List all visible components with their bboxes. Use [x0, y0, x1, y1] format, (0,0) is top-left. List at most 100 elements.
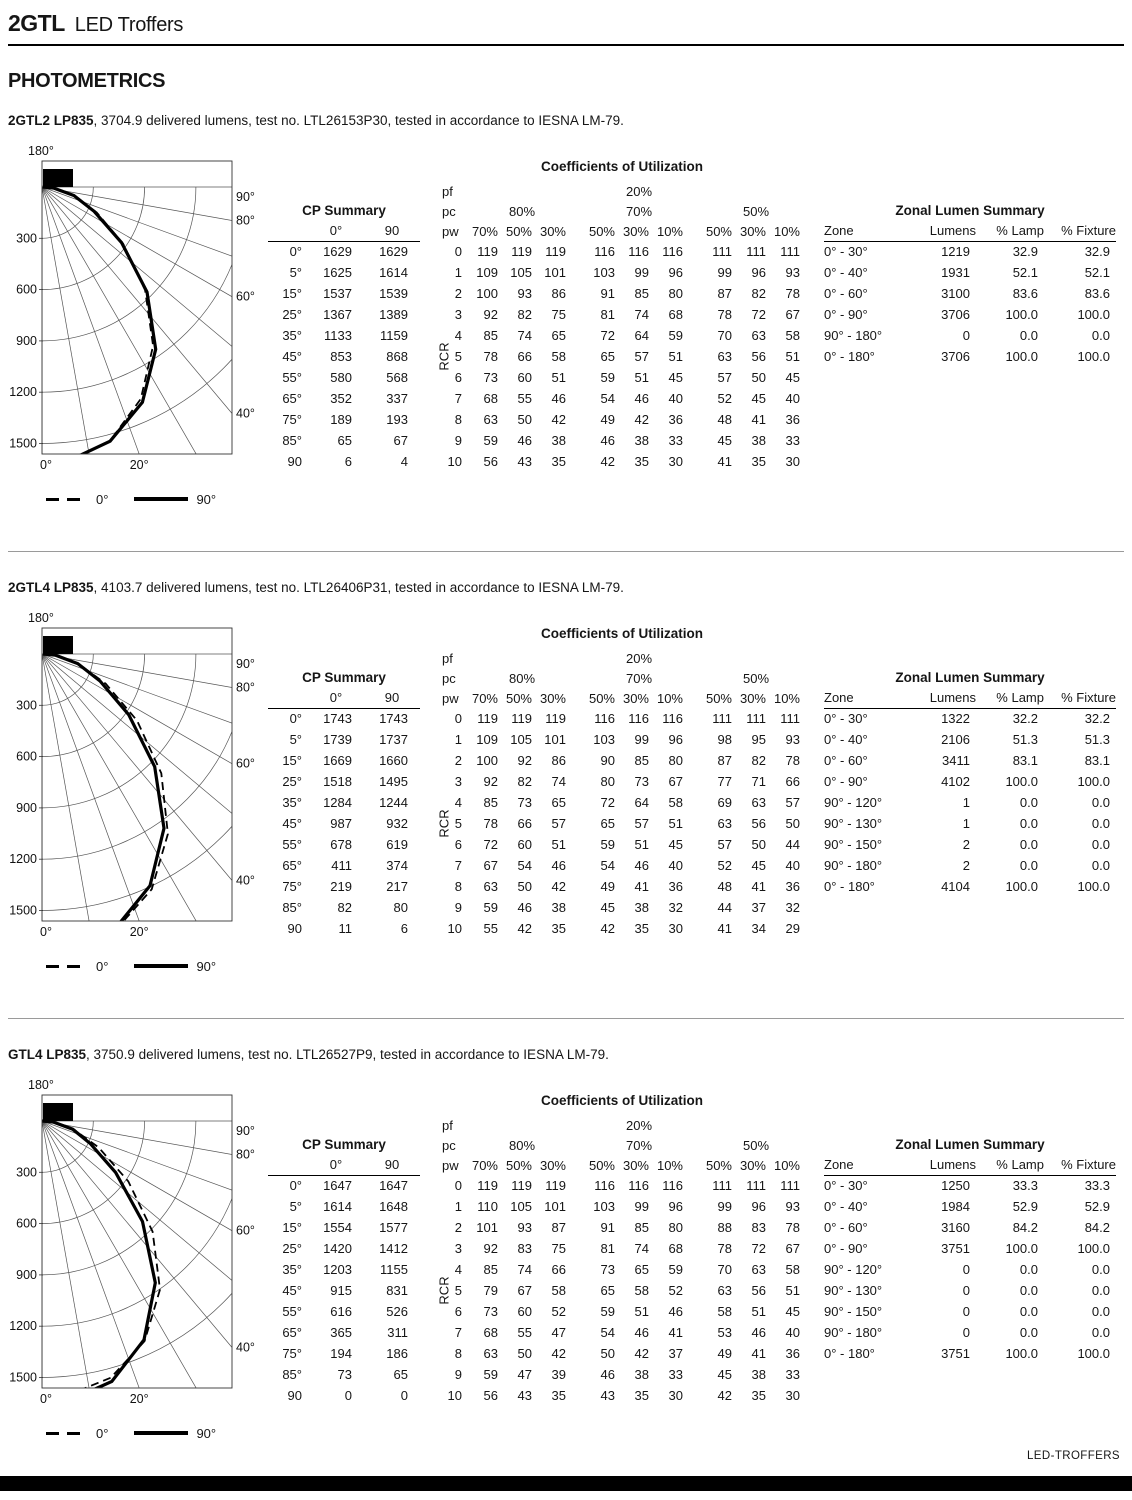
zone-pct-fixture: 100.0	[1077, 1241, 1110, 1256]
spacer	[705, 648, 807, 668]
cou-value: 58	[551, 349, 566, 364]
cou-value: 59	[600, 370, 615, 385]
column-spacer	[690, 1322, 705, 1343]
pw-col: 10%	[773, 690, 800, 706]
zone-lumens: 4104	[941, 879, 970, 894]
pw-col: 10%	[656, 690, 683, 706]
column-spacer	[690, 201, 705, 221]
column-spacer	[690, 834, 705, 855]
curve-0deg-plane	[42, 1120, 161, 1388]
cp-candela-value: 11	[338, 921, 353, 936]
column-spacer	[573, 346, 588, 367]
cou-value: 86	[551, 753, 566, 768]
candela-polar-plot: 180° 300 600 900 1200 1500 90° 80° 60° 40° 0° 20° 0…	[8, 602, 260, 974]
cp-angle: 0°	[289, 711, 302, 727]
zonal-row: 0° - 40° 2106 51.3 51.3	[824, 729, 1116, 750]
dashed-line-sample	[46, 964, 82, 968]
cp-row: 15° 1554 1577	[268, 1217, 420, 1238]
cp-candela-value: 1518	[323, 774, 352, 789]
zone-pct-fixture: 100.0	[1077, 307, 1110, 322]
zone-pct-fixture: 0.0	[1091, 1262, 1110, 1277]
cou-value: 35	[551, 921, 566, 936]
cou-value: 66	[517, 816, 532, 831]
cou-value: 46	[668, 1304, 683, 1319]
rcr-value: 10	[447, 921, 462, 936]
cou-row: 10 56 43 35 42 35 30 41 35 30	[437, 451, 807, 472]
cp-candela-value: 1648	[379, 1199, 408, 1214]
cp-candela-value: 217	[386, 879, 408, 894]
cou-value: 92	[483, 774, 498, 789]
cou-value: 51	[634, 837, 649, 852]
cou-value: 73	[483, 1304, 498, 1319]
column-spacer	[690, 855, 705, 876]
cp-angle: 35°	[282, 328, 302, 343]
cou-value: 39	[551, 1367, 566, 1382]
cou-value: 40	[785, 1325, 800, 1340]
column-spacer	[573, 367, 588, 388]
cou-value: 46	[517, 900, 532, 915]
polar-angle-label: 40°	[236, 873, 255, 887]
cou-row: 6 73 60 51 59 51 45 57 50 45	[437, 367, 807, 388]
cou-value: 52	[668, 1283, 683, 1298]
cou-value: 41	[717, 454, 732, 469]
cp-angle: 25°	[282, 307, 302, 322]
zonal-col-zone: Zone	[824, 1155, 904, 1176]
column-spacer	[690, 729, 705, 750]
polar-angle-label: 40°	[236, 406, 255, 420]
cou-value: 30	[668, 1388, 683, 1403]
cou-value: 50	[785, 816, 800, 831]
zone-pct-lamp: 100.0	[1005, 1241, 1038, 1256]
zonal-col-lamp: % Lamp	[976, 688, 1044, 709]
column-spacer	[573, 1135, 588, 1155]
cou-value: 105	[510, 1199, 532, 1214]
cou-value: 45	[751, 391, 766, 406]
cou-row: 2 100 93 86 91 85 80 87 82 78	[437, 283, 807, 304]
cou-value: 82	[517, 307, 532, 322]
cou-row: 5 79 67 58 65 58 52 63 56 51	[437, 1280, 807, 1301]
pw-col: 30%	[739, 690, 766, 706]
zone-pct-lamp: 33.3	[1012, 1178, 1038, 1194]
column-spacer	[573, 1196, 588, 1217]
zone-lumens: 0	[962, 1304, 970, 1319]
cp-candela-value: 73	[337, 1367, 352, 1382]
zone-lumens: 3706	[941, 349, 970, 364]
cou-value: 58	[717, 1304, 732, 1319]
zonal-table: Zone Lumens % Lamp % Fixture 0° - 30° 121…	[824, 221, 1116, 367]
cou-row: 3 92 83 75 81 74 68 78 72 67	[437, 1238, 807, 1259]
spacer	[705, 1115, 807, 1135]
legend-0-label: 0°	[96, 958, 109, 974]
zone-range: 90° - 120°	[824, 795, 883, 810]
column-spacer	[690, 668, 705, 688]
cou-row: 5 78 66 57 65 57 51 63 56 50	[437, 813, 807, 834]
cou-value: 86	[551, 286, 566, 301]
cou-value: 56	[751, 816, 766, 831]
zone-pct-lamp: 0.0	[1019, 837, 1038, 852]
cou-value: 93	[785, 1199, 800, 1214]
cou-value: 91	[600, 286, 615, 301]
cou-value: 65	[600, 349, 615, 364]
column-spacer	[690, 262, 705, 283]
polar-180-label: 180°	[28, 611, 54, 625]
cou-value: 63	[717, 349, 732, 364]
cou-value: 43	[517, 454, 532, 469]
cp-candela-value: 1629	[379, 244, 408, 260]
polar-radial-tick: 300	[16, 1165, 37, 1179]
cou-value: 64	[634, 328, 649, 343]
cou-value: 40	[785, 391, 800, 406]
cou-value: 68	[483, 391, 498, 406]
rcr-value: 6	[454, 1304, 462, 1319]
zone-pct-lamp: 32.2	[1012, 711, 1038, 727]
brand-name: 2GTL	[8, 10, 65, 36]
cou-table-body: 0 119 119 119 116 116 116 111 111 111 1 109 105 101 10…	[437, 241, 807, 472]
cou-value: 57	[634, 816, 649, 831]
cou-value: 109	[476, 265, 498, 280]
cou-value: 51	[751, 1304, 766, 1319]
pc-group-50: 50%	[742, 1137, 770, 1153]
cou-row: 1 109 105 101 103 99 96 99 96 93	[437, 262, 807, 283]
polar-angle-label: 90°	[236, 657, 255, 671]
zone-lumens: 0	[962, 1325, 970, 1340]
cou-value: 46	[600, 433, 615, 448]
cp-angle: 25°	[282, 1241, 302, 1256]
pf-value: 20%	[625, 183, 653, 199]
cou-value: 41	[751, 1346, 766, 1361]
